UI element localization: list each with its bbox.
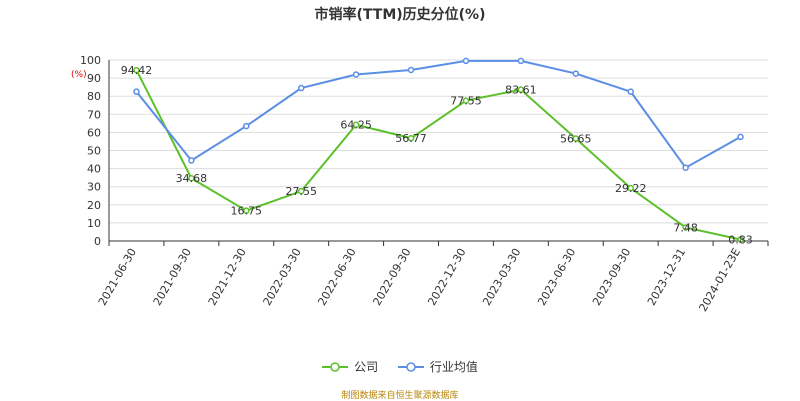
x-tick-label: 2022-12-30: [425, 246, 468, 308]
data-point[interactable]: [243, 207, 250, 214]
y-tick-label: 10: [87, 217, 101, 230]
data-point[interactable]: [462, 57, 470, 65]
source-note: 制图数据来自恒生聚源数据库: [341, 391, 459, 401]
x-tick-label: 2023-03-30: [480, 246, 523, 308]
y-tick-label: 90: [87, 72, 101, 85]
chart-title: 市销率(TTM)历史分位(%): [314, 7, 486, 23]
data-label: 34.68: [176, 172, 208, 185]
data-point[interactable]: [627, 88, 634, 95]
legend-label-company: 公司: [354, 360, 379, 374]
legend-item-industry[interactable]: 行业均值: [397, 358, 478, 375]
data-label: 56.77: [395, 132, 427, 145]
data-point[interactable]: [517, 57, 525, 65]
legend-marker-company: [322, 361, 349, 372]
data-point[interactable]: [737, 133, 744, 141]
y-axis-unit: (%): [71, 70, 87, 80]
x-tick-label: 2022-06-30: [315, 246, 358, 308]
y-tick-label: 30: [87, 181, 101, 194]
x-tick-label: 2021-09-30: [151, 246, 194, 308]
data-point[interactable]: [352, 121, 360, 128]
x-tick-label: 2023-09-30: [590, 246, 633, 308]
data-label: 83.61: [505, 84, 537, 97]
data-point[interactable]: [462, 97, 470, 104]
data-label: 94.42: [121, 64, 153, 77]
data-point[interactable]: [682, 164, 689, 171]
legend-label-industry: 行业均值: [429, 360, 478, 374]
y-tick-label: 80: [87, 90, 101, 103]
y-tick-label: 70: [87, 108, 101, 121]
data-point[interactable]: [188, 157, 195, 164]
data-label: 77.55: [450, 95, 482, 108]
x-tick-label: 2022-09-30: [370, 246, 413, 308]
x-tick-label: 2021-12-30: [206, 246, 249, 308]
data-point[interactable]: [627, 184, 634, 192]
y-tick-label: 40: [87, 163, 101, 176]
data-point[interactable]: [517, 86, 525, 93]
data-point[interactable]: [737, 236, 744, 243]
y-tick-label: 100: [80, 54, 101, 67]
data-label: 27.55: [285, 185, 317, 198]
y-tick-label: 50: [87, 145, 101, 158]
data-point[interactable]: [407, 66, 415, 74]
y-tick-label: 60: [87, 126, 101, 139]
data-label: 64.25: [340, 119, 372, 132]
legend: 公司 行业均值: [0, 358, 800, 376]
legend-item-company[interactable]: 公司: [322, 358, 378, 375]
data-point[interactable]: [572, 70, 580, 77]
series-line-0: [135, 69, 741, 241]
x-tick-label: 2021-06-30: [96, 246, 139, 308]
data-point[interactable]: [243, 122, 250, 130]
data-point[interactable]: [682, 224, 689, 231]
y-tick-label: 0: [94, 235, 101, 248]
legend-marker-industry: [397, 361, 424, 372]
data-label: 0.83: [728, 233, 753, 246]
data-point[interactable]: [133, 66, 140, 74]
series-line-1: [135, 59, 742, 170]
data-point[interactable]: [297, 187, 305, 195]
data-label: 16.75: [231, 205, 263, 218]
data-point[interactable]: [407, 134, 415, 142]
x-tick-label: 2023-06-30: [535, 246, 578, 308]
data-point[interactable]: [572, 135, 580, 142]
data-point[interactable]: [297, 84, 305, 92]
data-label: 29.22: [615, 182, 647, 195]
x-tick-label: 2024-01-23E: [696, 246, 743, 314]
data-point[interactable]: [133, 88, 140, 95]
data-label: 56.65: [560, 132, 592, 145]
y-tick-label: 20: [87, 199, 101, 212]
data-point[interactable]: [352, 71, 360, 78]
data-label: 7.48: [673, 221, 698, 234]
x-tick-label: 2022-03-30: [261, 246, 304, 308]
data-point[interactable]: [188, 174, 195, 182]
x-tick-label: 2023-12-31: [645, 246, 688, 308]
